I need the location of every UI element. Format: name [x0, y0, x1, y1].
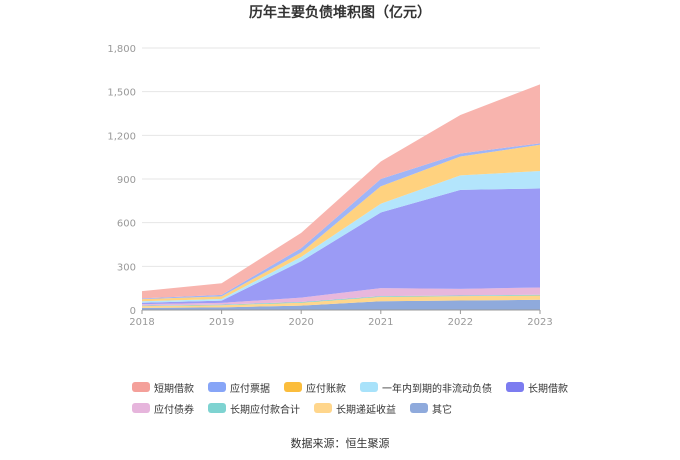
- legend-item[interactable]: 应付账款: [284, 378, 346, 396]
- area-series-应付账款: [142, 144, 540, 302]
- stacked-area-chart: 0 300 600 900 1,200 1,500 1,800 2018 2019 2020 202…: [107, 44, 552, 328]
- y-tick-label: 1,800: [107, 44, 136, 55]
- y-tick-label: 1,500: [107, 88, 136, 99]
- x-tick-label: 2019: [209, 317, 234, 328]
- chart-title: 历年主要负债堆积图（亿元）: [249, 5, 431, 21]
- axes: 0 300 600 900 1,200 1,500 1,800 2018 2019 2020 202…: [107, 44, 552, 328]
- legend-label: 短期借款: [154, 383, 194, 395]
- x-tick-label: 2021: [368, 317, 393, 328]
- legend-swatch: [132, 382, 150, 392]
- x-tick-label: 2020: [288, 317, 313, 328]
- legend-swatch: [360, 382, 378, 392]
- area-series-group: [142, 84, 540, 310]
- x-tick-label: 2018: [129, 317, 154, 328]
- legend-item[interactable]: 应付债券: [132, 399, 194, 417]
- legend-swatch: [506, 382, 524, 392]
- legend-swatch: [208, 403, 226, 413]
- y-tick-label: 1,200: [107, 131, 136, 142]
- legend-item[interactable]: 长期应付款合计: [208, 399, 300, 417]
- area-series-长期借款: [142, 188, 540, 305]
- legend-row: 应付债券 长期应付款合计 长期递延收益 其它: [132, 399, 572, 417]
- area-series-长期递延收益: [142, 295, 540, 308]
- legend-label: 应付账款: [306, 383, 346, 395]
- legend-label: 一年内到期的非流动负债: [382, 383, 492, 395]
- legend-item[interactable]: 一年内到期的非流动负债: [360, 378, 492, 396]
- legend-item[interactable]: 长期递延收益: [314, 399, 396, 417]
- legend-swatch: [314, 403, 332, 413]
- legend-label: 长期应付款合计: [230, 404, 300, 416]
- legend: 短期借款 应付票据 应付账款 一年内到期的非流动负债 长期借款应付债券 长期应付款合计 长期…: [132, 378, 572, 420]
- area-series-应付债券: [142, 287, 540, 306]
- legend-label: 长期递延收益: [336, 404, 396, 416]
- legend-row: 短期借款 应付票据 应付账款 一年内到期的非流动负债 长期借款: [132, 378, 572, 396]
- legend-swatch: [410, 403, 428, 413]
- legend-label: 应付债券: [154, 404, 194, 416]
- y-tick-label: 600: [117, 219, 136, 230]
- legend-swatch: [284, 382, 302, 392]
- area-series-短期借款: [142, 84, 540, 299]
- y-tick-label: 900: [117, 175, 136, 186]
- area-series-一年内到期的非流动负债: [142, 170, 540, 303]
- legend-item[interactable]: 长期借款: [506, 378, 568, 396]
- y-tick-label: 300: [117, 262, 136, 273]
- data-source-note: 数据来源：恒生聚源: [290, 437, 390, 450]
- legend-item[interactable]: 其它: [410, 399, 452, 417]
- legend-label: 长期借款: [528, 383, 568, 395]
- legend-swatch: [208, 382, 226, 392]
- y-tick-label: 0: [130, 306, 136, 317]
- legend-label: 应付票据: [230, 383, 270, 395]
- legend-swatch: [132, 403, 150, 413]
- legend-item[interactable]: 应付票据: [208, 378, 270, 396]
- x-tick-label: 2023: [527, 317, 552, 328]
- area-series-其它: [142, 299, 540, 310]
- legend-item[interactable]: 短期借款: [132, 378, 194, 396]
- x-tick-label: 2022: [448, 317, 473, 328]
- legend-label: 其它: [432, 404, 452, 416]
